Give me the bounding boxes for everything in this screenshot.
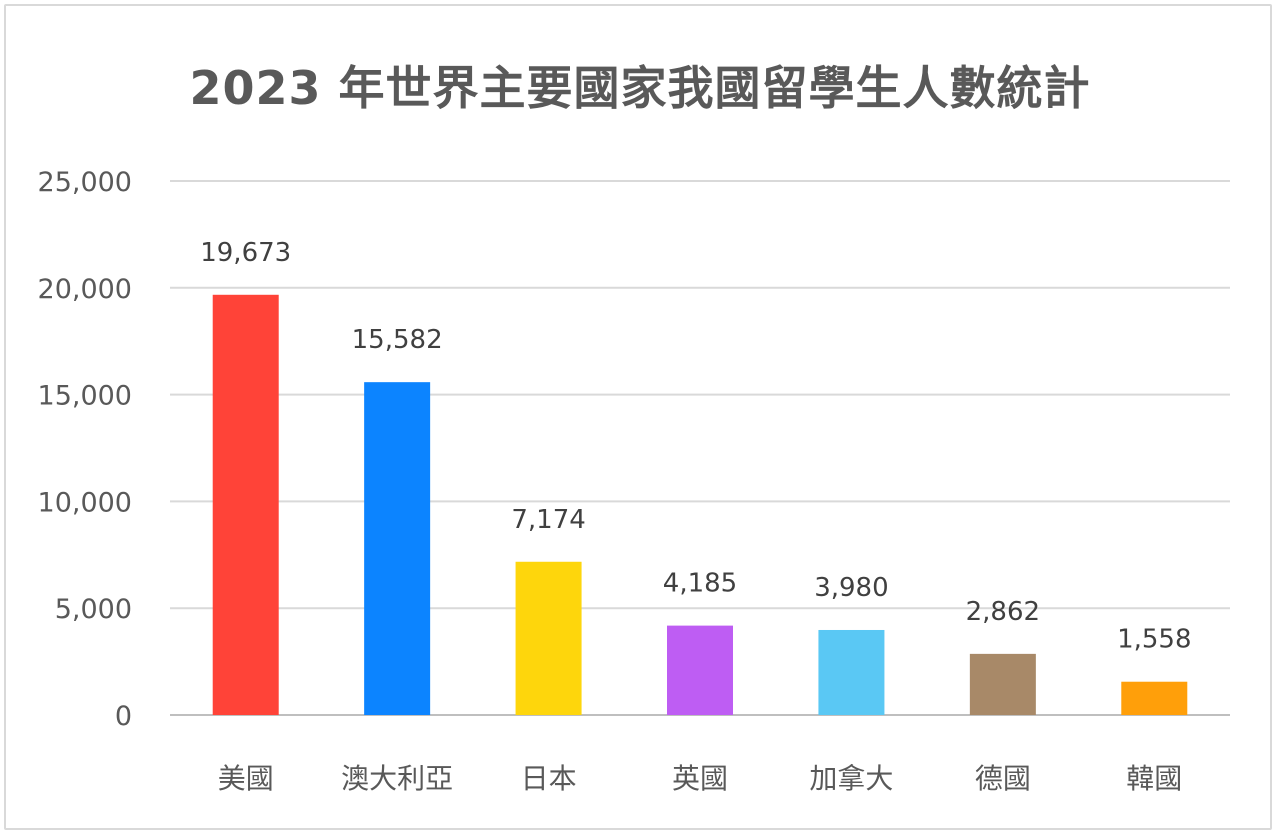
data-label: 4,185 bbox=[663, 569, 737, 599]
chart-title: 2023 年世界主要國家我國留學生人數統計 bbox=[189, 61, 1091, 115]
y-tick-label: 10,000 bbox=[38, 487, 132, 518]
y-tick-label: 20,000 bbox=[38, 274, 132, 305]
bar bbox=[212, 294, 279, 715]
x-tick-label: 日本 bbox=[521, 762, 577, 795]
x-tick-label: 英國 bbox=[672, 762, 728, 795]
bar bbox=[1121, 681, 1188, 715]
bar bbox=[667, 625, 733, 715]
x-tick-label: 德國 bbox=[975, 762, 1031, 795]
y-tick-label: 15,000 bbox=[38, 381, 132, 412]
x-tick-label: 加拿大 bbox=[809, 762, 893, 795]
x-tick-label: 澳大利亞 bbox=[341, 762, 453, 795]
bar bbox=[515, 561, 582, 715]
y-tick-label: 25,000 bbox=[38, 167, 132, 198]
data-label: 2,862 bbox=[966, 597, 1040, 627]
bar bbox=[969, 653, 1036, 715]
data-label: 19,673 bbox=[200, 238, 291, 268]
data-label: 3,980 bbox=[814, 573, 888, 603]
data-label: 15,582 bbox=[352, 325, 443, 355]
x-tick-label: 美國 bbox=[218, 762, 274, 795]
bar bbox=[364, 382, 431, 715]
data-label: 7,174 bbox=[511, 505, 585, 535]
y-tick-label: 0 bbox=[115, 701, 132, 732]
y-tick-label: 5,000 bbox=[55, 594, 132, 625]
x-tick-label: 韓國 bbox=[1126, 762, 1182, 795]
data-label: 1,558 bbox=[1117, 625, 1191, 655]
bar bbox=[818, 629, 885, 715]
